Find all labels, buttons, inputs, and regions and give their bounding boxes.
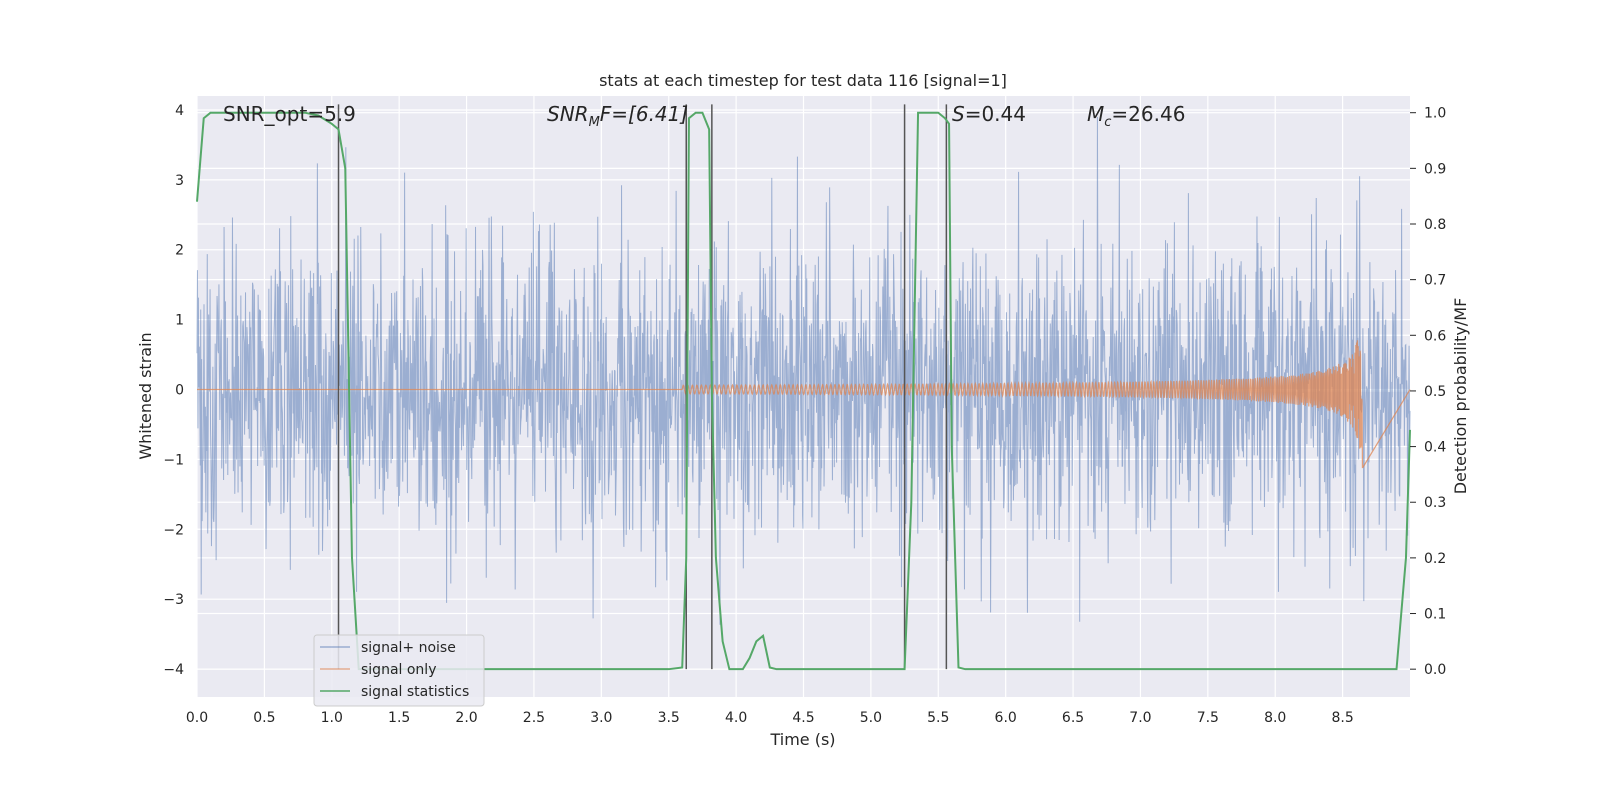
annotation-snr-mf-prefix: SNR <box>547 102 589 126</box>
annotation-mc-prefix: M <box>1087 102 1104 126</box>
x-tick-label: 6.0 <box>995 710 1017 726</box>
y-tick-label-right: 0.4 <box>1424 440 1446 456</box>
legend: signal+ noise signal only signal statist… <box>313 634 485 707</box>
annotation-snr-mf-sub: M <box>589 115 600 130</box>
y-axis-label-right: Detection probability/MF <box>1451 298 1470 495</box>
x-tick-label: 3.5 <box>658 710 680 726</box>
x-axis-label: Time (s) <box>769 730 835 749</box>
x-tick-label: 7.5 <box>1197 710 1219 726</box>
y-tick-label-left: −3 <box>163 592 184 608</box>
annotation-mc-suffix: =26.46 <box>1111 102 1185 126</box>
x-tick-label: 8.5 <box>1331 710 1353 726</box>
x-tick-label: 0.5 <box>253 710 275 726</box>
legend-label-signal-noise: signal+ noise <box>361 640 456 656</box>
x-tick-label: 3.0 <box>590 710 612 726</box>
annotations: SNR_opt=5.9 SNRMF=[6.41] S=0.44 Mc=26.46 <box>223 102 1185 130</box>
x-tick-label: 0.0 <box>186 710 208 726</box>
x-tick-label: 1.0 <box>321 710 343 726</box>
x-tick-label: 2.0 <box>455 710 477 726</box>
y-tick-label-left: 2 <box>175 243 184 259</box>
x-tick-label: 8.0 <box>1264 710 1286 726</box>
x-tick-label: 2.5 <box>523 710 545 726</box>
y-tick-label-right: 0.8 <box>1424 217 1446 233</box>
chart-title: stats at each timestep for test data 116… <box>599 71 1007 90</box>
y-tick-label-left: −2 <box>163 522 184 538</box>
annotation-snr-mf-suffix: F=[6.41] <box>600 102 688 126</box>
x-tick-label: 4.0 <box>725 710 747 726</box>
y-tick-label-left: 3 <box>175 173 184 189</box>
y-tick-label-right: 0.6 <box>1424 328 1446 344</box>
y-tick-label-left: −4 <box>163 662 184 678</box>
y-tick-label-left: 4 <box>175 103 184 119</box>
y-tick-label-right: 0.5 <box>1424 384 1446 400</box>
y-tick-label-right: 0.7 <box>1424 273 1446 289</box>
legend-label-signal-only: signal only <box>361 662 436 678</box>
y-axis-label-left: Whitened strain <box>136 332 155 459</box>
x-tick-label: 4.5 <box>792 710 814 726</box>
signal-trace <box>197 340 1411 469</box>
y-tick-label-right: 0.1 <box>1424 607 1446 623</box>
y-tick-label-left: 0 <box>175 383 184 399</box>
y-tick-label-left: −1 <box>163 452 184 468</box>
annotation-snr-opt: SNR_opt=5.9 <box>223 102 356 126</box>
x-tick-label: 5.0 <box>860 710 882 726</box>
y-tick-label-left: 1 <box>175 313 184 329</box>
legend-label-signal-statistics: signal statistics <box>361 684 469 700</box>
x-tick-label: 7.0 <box>1129 710 1151 726</box>
annotation-s-suffix: =0.44 <box>965 102 1026 126</box>
noise-trace <box>196 116 1411 625</box>
annotation-mc: Mc=26.46 <box>1087 102 1185 130</box>
annotation-s-prefix: S <box>952 102 965 126</box>
annotation-s: S=0.44 <box>952 102 1026 126</box>
series-signal-noise <box>196 116 1411 625</box>
x-tick-label: 6.5 <box>1062 710 1084 726</box>
y-tick-label-right: 0.2 <box>1424 551 1446 567</box>
y-tick-label-right: 0.0 <box>1424 662 1446 678</box>
x-tick-label: 1.5 <box>388 710 410 726</box>
x-tick-label: 5.5 <box>927 710 949 726</box>
series-signal-only <box>197 340 1411 469</box>
legend-box <box>313 634 485 707</box>
annotation-mc-sub: c <box>1104 115 1111 130</box>
series-signal-statistics <box>196 111 1411 671</box>
statistics-trace <box>196 111 1411 671</box>
annotation-snr-mf: SNRMF=[6.41] <box>547 102 688 130</box>
y-tick-label-right: 1.0 <box>1424 106 1446 122</box>
y-tick-label-right: 0.3 <box>1424 495 1446 511</box>
axis-ticks: 0.0 0.5 1.0 1.5 2.0 2.5 3.0 3.5 4.0 4.5 5.0 5.5 6.0 6… <box>163 103 1446 726</box>
y-tick-label-right: 0.9 <box>1424 161 1446 177</box>
